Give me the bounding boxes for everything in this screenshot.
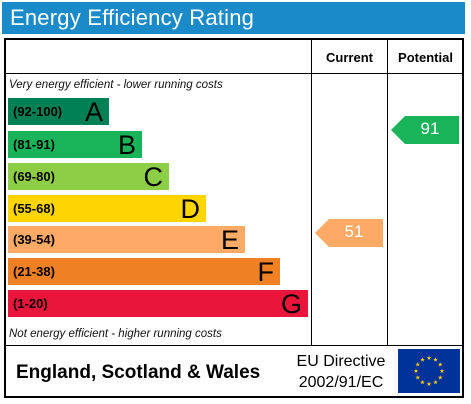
potential-rating-arrow: 91 <box>391 116 459 144</box>
note-bottom: Not energy efficient - higher running co… <box>9 328 222 340</box>
divider-current-left <box>311 40 312 345</box>
eu-star-icon <box>433 357 438 362</box>
current-arrow-shape <box>315 219 383 247</box>
band-range: (1-20) <box>13 296 48 311</box>
band-letter: C <box>143 162 164 192</box>
band-range: (81-91) <box>13 137 55 152</box>
band-range: (92-100) <box>13 104 63 119</box>
eu-star-icon <box>415 375 421 380</box>
title-bar: Energy Efficiency Rating <box>2 2 465 34</box>
eu-star-icon <box>437 362 443 367</box>
column-header-potential: Potential <box>398 50 453 65</box>
eu-star-icon <box>420 357 425 362</box>
band-f: (21-38) F <box>8 257 280 287</box>
band-b: (81-91) B <box>8 130 142 160</box>
eu-flag-icon <box>398 349 460 393</box>
column-header-current: Current <box>326 50 373 65</box>
band-d: (55-68) D <box>8 194 206 224</box>
note-top: Very energy efficient - lower running co… <box>9 79 223 91</box>
eu-star-icon <box>433 379 438 385</box>
band-letter: D <box>180 194 201 224</box>
footer-region: England, Scotland & Wales <box>16 362 261 383</box>
band-letter: G <box>280 289 302 319</box>
page-title: Energy Efficiency Rating <box>10 5 255 30</box>
eu-star-icon <box>437 375 443 380</box>
band-range: (69-80) <box>13 169 55 184</box>
eu-star-icon <box>415 362 421 367</box>
eu-directive: EU Directive 2002/91/EC <box>282 351 400 393</box>
band-range: (21-38) <box>13 264 55 279</box>
band-c: (69-80) C <box>8 162 169 192</box>
eu-stars <box>413 355 445 386</box>
band-letter: F <box>257 257 275 287</box>
eu-star-icon <box>439 368 445 373</box>
eu-star-icon <box>413 368 419 373</box>
potential-arrow-shape <box>391 116 459 144</box>
eu-star-icon <box>426 355 432 360</box>
potential-rating-value: 91 <box>420 119 440 138</box>
band-letter: B <box>117 130 136 160</box>
directive-line2: 2002/91/EC <box>298 374 384 391</box>
directive-line1: EU Directive <box>296 353 386 370</box>
band-letter: A <box>84 97 103 127</box>
band-range: (39-54) <box>13 232 55 247</box>
divider-footer <box>6 345 462 346</box>
eu-star-icon <box>420 379 425 385</box>
band-a: (92-100) A <box>8 97 109 127</box>
eu-star-icon <box>426 381 432 386</box>
current-rating-value: 51 <box>344 222 364 241</box>
band-e: (39-54) E <box>8 225 245 255</box>
divider-header <box>6 73 462 74</box>
divider-potential-left <box>387 40 388 345</box>
band-range: (55-68) <box>13 201 55 216</box>
band-g: (1-20) G <box>8 289 308 319</box>
current-rating-arrow: 51 <box>315 219 383 247</box>
band-letter: E <box>220 225 239 255</box>
